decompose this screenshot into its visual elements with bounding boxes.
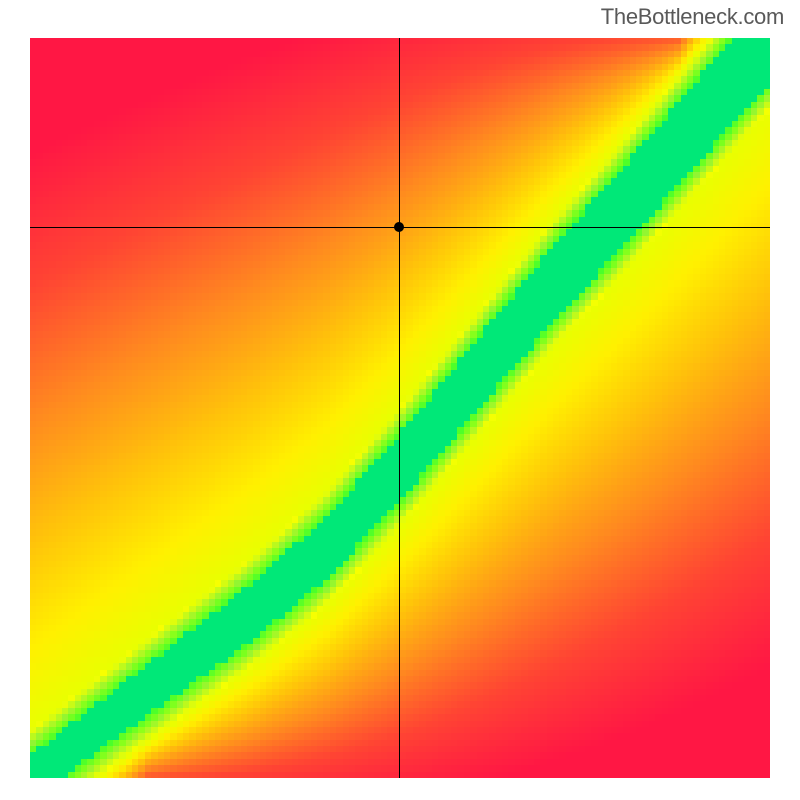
heatmap-canvas <box>30 38 770 778</box>
heatmap-plot <box>30 38 770 778</box>
watermark-text: TheBottleneck.com <box>601 4 784 30</box>
crosshair-marker-dot <box>394 222 404 232</box>
crosshair-vertical <box>399 38 400 778</box>
